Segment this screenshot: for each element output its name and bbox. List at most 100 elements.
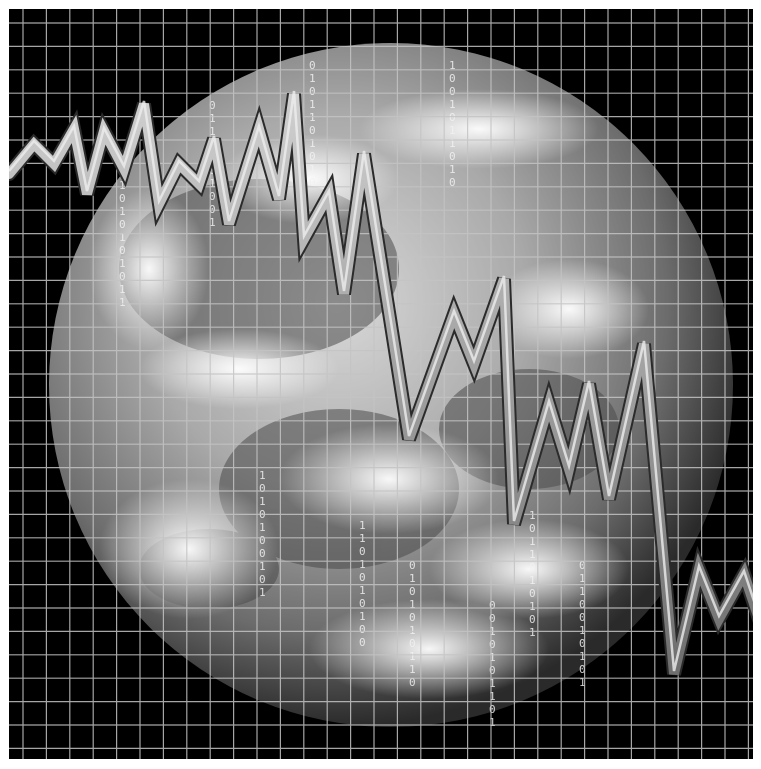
binary-digit: 0 xyxy=(449,176,456,189)
binary-digit: 1 xyxy=(119,296,126,309)
binary-digit: 1 xyxy=(359,532,366,545)
binary-digit: 1 xyxy=(449,163,456,176)
binary-digit: 1 xyxy=(409,663,416,676)
binary-digit: 1 xyxy=(119,205,126,218)
binary-digit: 1 xyxy=(259,560,266,573)
binary-digit: 0 xyxy=(579,663,586,676)
binary-digit: 0 xyxy=(119,192,126,205)
binary-digit: 1 xyxy=(529,509,536,522)
binary-digit: 1 xyxy=(259,586,266,599)
binary-digit: 1 xyxy=(529,574,536,587)
binary-digit: 1 xyxy=(259,469,266,482)
binary-digit: 1 xyxy=(209,125,216,138)
binary-digit: 1 xyxy=(579,650,586,663)
binary-digit: 1 xyxy=(119,257,126,270)
binary-digit: 0 xyxy=(119,244,126,257)
binary-digit: 1 xyxy=(489,651,496,664)
binary-digit: 0 xyxy=(309,59,316,72)
binary-digit: 1 xyxy=(529,548,536,561)
binary-digit: 1 xyxy=(409,624,416,637)
binary-digit: 1 xyxy=(409,598,416,611)
binary-digit: 1 xyxy=(449,124,456,137)
binary-digit: 0 xyxy=(259,534,266,547)
binary-digit: 1 xyxy=(309,72,316,85)
binary-digit: 0 xyxy=(529,561,536,574)
binary-digit: 0 xyxy=(489,703,496,716)
binary-digit: 1 xyxy=(529,600,536,613)
binary-digit: 0 xyxy=(119,218,126,231)
binary-digit: 0 xyxy=(529,522,536,535)
binary-digit: 1 xyxy=(409,572,416,585)
binary-digit: 0 xyxy=(579,598,586,611)
binary-digit: 0 xyxy=(359,545,366,558)
binary-digit: 0 xyxy=(309,176,316,189)
binary-digit: 0 xyxy=(579,559,586,572)
binary-digit: 1 xyxy=(359,584,366,597)
binary-digit: 0 xyxy=(259,547,266,560)
binary-digit: 1 xyxy=(489,677,496,690)
binary-digit: 0 xyxy=(409,676,416,689)
binary-digit: 1 xyxy=(259,495,266,508)
binary-digit: 0 xyxy=(259,482,266,495)
binary-digit: 1 xyxy=(209,216,216,229)
binary-digit: 0 xyxy=(359,597,366,610)
binary-digit: 0 xyxy=(409,585,416,598)
binary-digit: 0 xyxy=(449,72,456,85)
binary-digit: 1 xyxy=(359,519,366,532)
binary-digit: 1 xyxy=(579,676,586,689)
binary-digit: 1 xyxy=(359,610,366,623)
binary-digit: 1 xyxy=(119,283,126,296)
binary-digit: 1 xyxy=(359,558,366,571)
binary-digit: 0 xyxy=(209,99,216,112)
binary-digit: 0 xyxy=(449,85,456,98)
binary-digit: 0 xyxy=(309,85,316,98)
binary-digit: 1 xyxy=(579,585,586,598)
binary-digit: 1 xyxy=(259,521,266,534)
binary-digit: 0 xyxy=(579,611,586,624)
binary-digit: 0 xyxy=(489,599,496,612)
binary-digit: 1 xyxy=(529,535,536,548)
binary-digit: 0 xyxy=(449,150,456,163)
binary-digit: 1 xyxy=(449,137,456,150)
binary-digit: 0 xyxy=(209,190,216,203)
binary-digit: 0 xyxy=(489,664,496,677)
binary-digit: 1 xyxy=(529,626,536,639)
binary-digit: 0 xyxy=(119,270,126,283)
binary-digit: 0 xyxy=(309,124,316,137)
binary-digit: 0 xyxy=(209,203,216,216)
binary-digit: 1 xyxy=(309,163,316,176)
binary-digit: 1 xyxy=(489,690,496,703)
binary-digit: 0 xyxy=(209,164,216,177)
binary-digit: 0 xyxy=(579,637,586,650)
binary-digit: 0 xyxy=(409,559,416,572)
binary-digit: 0 xyxy=(359,623,366,636)
binary-digit: 1 xyxy=(209,177,216,190)
binary-digit: 0 xyxy=(309,150,316,163)
binary-digit: 1 xyxy=(309,98,316,111)
binary-digit: 0 xyxy=(409,637,416,650)
binary-digit: 0 xyxy=(409,611,416,624)
binary-digit: 1 xyxy=(409,650,416,663)
binary-digit: 1 xyxy=(309,111,316,124)
binary-digit: 0 xyxy=(359,636,366,649)
binary-digit: 0 xyxy=(449,111,456,124)
binary-digit: 1 xyxy=(119,231,126,244)
binary-digit: 1 xyxy=(489,716,496,729)
binary-digit: 1 xyxy=(449,59,456,72)
binary-digit: 1 xyxy=(309,137,316,150)
binary-digit: 0 xyxy=(259,573,266,586)
binary-digits: 1010101011011010100110101001010101101010… xyxy=(119,59,586,729)
binary-digit: 1 xyxy=(449,98,456,111)
binary-digit: 1 xyxy=(209,112,216,125)
binary-digit: 1 xyxy=(119,179,126,192)
zigzag-line xyxy=(9,90,753,676)
binary-digit: 1 xyxy=(579,572,586,585)
binary-digit: 0 xyxy=(529,613,536,626)
binary-digit: 0 xyxy=(489,638,496,651)
binary-digit: 0 xyxy=(359,571,366,584)
illustration: 1010101011011010100110101001010101101010… xyxy=(9,9,753,759)
binary-digit: 1 xyxy=(579,624,586,637)
binary-digit: 0 xyxy=(489,612,496,625)
binary-digit: 0 xyxy=(529,587,536,600)
